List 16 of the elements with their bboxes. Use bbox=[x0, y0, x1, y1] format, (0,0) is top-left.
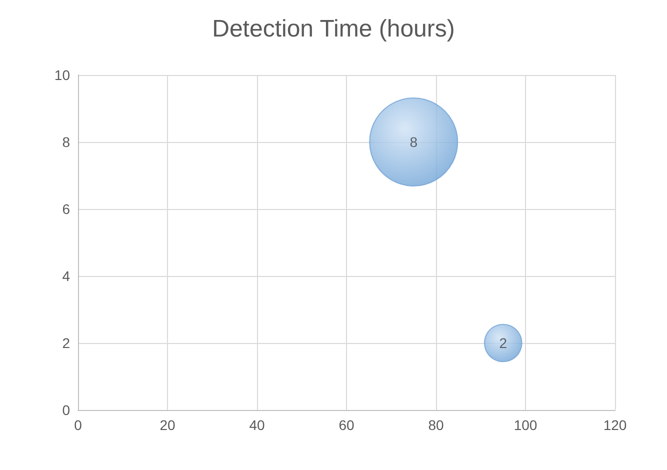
y-tick-label: 8 bbox=[62, 134, 70, 150]
chart-title: Detection Time (hours) bbox=[212, 16, 455, 42]
y-tick-label: 10 bbox=[54, 67, 70, 83]
y-tick-label: 2 bbox=[62, 335, 70, 351]
x-tick-label: 100 bbox=[514, 417, 538, 433]
y-tick-label: 0 bbox=[62, 402, 70, 418]
x-tick-label: 80 bbox=[428, 417, 444, 433]
x-tick-label: 20 bbox=[160, 417, 176, 433]
x-tick-label: 60 bbox=[338, 417, 354, 433]
x-tick-label: 120 bbox=[603, 417, 627, 433]
data-label: 8 bbox=[410, 134, 418, 150]
x-tick-label: 40 bbox=[249, 417, 265, 433]
y-tick-label: 6 bbox=[62, 201, 70, 217]
data-label: 2 bbox=[499, 335, 508, 351]
y-tick-label: 4 bbox=[62, 268, 70, 284]
x-tick-label: 0 bbox=[74, 417, 82, 433]
